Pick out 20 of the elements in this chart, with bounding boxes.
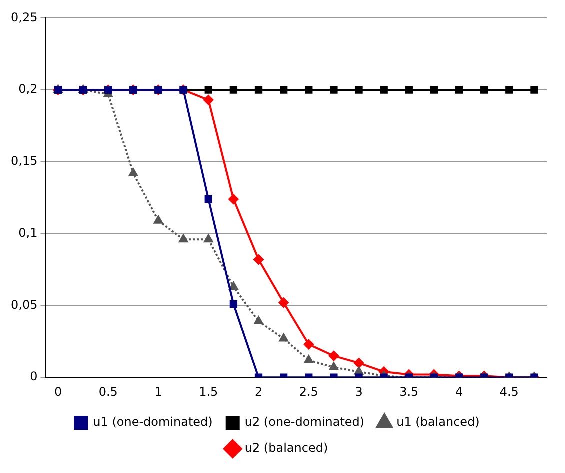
y-tick-label: 0,05 [11,298,38,312]
y-tick-label: 0,15 [11,154,38,168]
x-tick-label: 3 [355,384,363,399]
x-tick-label: 4 [455,384,464,399]
y-tick-label: 0 [30,370,38,384]
legend-label: u2 (balanced) [244,441,328,456]
x-tick-label: 3.5 [400,384,419,399]
legend-label: u1 (one-dominated) [93,415,213,430]
legend-label: u1 (balanced) [396,415,480,430]
y-tick-label: 0,2 [18,82,38,96]
x-tick-label: 1.5 [199,384,218,399]
x-tick-label: 2.5 [299,384,318,399]
y-tick-label: 0,1 [18,226,38,240]
x-tick-label: 1 [154,384,162,399]
legend-label: u2 (one-dominated) [244,415,365,430]
x-tick-label: 0 [54,384,62,399]
x-tick-label: 2 [254,384,263,399]
x-tick-label: 4.5 [500,384,519,399]
y-tick-label: 0,25 [11,10,38,24]
x-tick-label: 0.5 [98,384,118,399]
